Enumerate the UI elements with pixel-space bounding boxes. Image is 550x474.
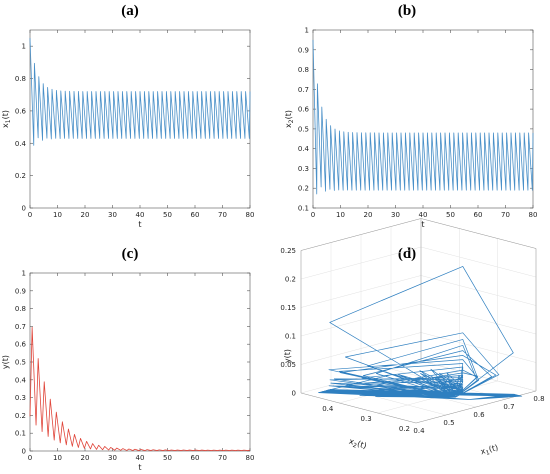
x-axis-label: t xyxy=(138,220,141,229)
x-tick-label: 60 xyxy=(191,211,200,219)
x2-axis-label: x2(t) xyxy=(347,437,367,453)
x2-tick-label: 0.2 xyxy=(399,425,410,433)
x-tick-label: 40 xyxy=(136,211,145,219)
y-tick-label: 0.8 xyxy=(15,75,26,83)
chart-d: 0.4 0.5 0.6 0.7 0.8 0.2 0.3 0.4 0 0.05 0.1 0.15 0.2 0… xyxy=(280,218,545,458)
y-tick-label: 0 xyxy=(22,205,26,213)
y-axis-label: x2(t) xyxy=(284,110,295,128)
x-tick-label: 10 xyxy=(53,211,62,219)
x-tick-label: 10 xyxy=(53,454,62,462)
z-axis-label: y(t) xyxy=(283,349,292,363)
x-tick-label: 30 xyxy=(391,211,400,219)
chart-a: 0 10 20 30 40 50 60 70 80 0 0.2 0.4 0.6 0.8 1 t x1(t) xyxy=(1,29,255,229)
x-tick-label: 10 xyxy=(336,211,345,219)
grid-line xyxy=(420,303,537,335)
y-tick-label: 0.6 xyxy=(298,106,310,114)
trajectory-line xyxy=(318,266,523,400)
grid-line xyxy=(420,332,537,363)
x-axis-label: t xyxy=(138,463,141,472)
y-tick-label: 0.5 xyxy=(15,359,26,367)
y-axis-label: x1(t) xyxy=(1,110,12,128)
y-tick-label: 0.4 xyxy=(15,140,27,148)
z-tick-label: 0.05 xyxy=(280,361,296,369)
series-line xyxy=(312,39,534,195)
y-tick-label: 0.3 xyxy=(298,165,309,173)
x-tick-label: 20 xyxy=(81,211,90,219)
x-tick-label: 70 xyxy=(501,211,510,219)
x-tick-label: 20 xyxy=(364,211,373,219)
y-tick-label: 0.9 xyxy=(298,46,309,54)
x1-tick-label: 0.6 xyxy=(473,411,485,419)
axis-edge xyxy=(300,392,417,424)
x-tick-label: 50 xyxy=(446,211,455,219)
z-tick-label: 0 xyxy=(292,390,296,398)
y-tick-label: 0.3 xyxy=(15,394,26,402)
x-tick-label: 40 xyxy=(136,454,145,462)
x-tick-label: 80 xyxy=(529,211,538,219)
y-tick-label: 0.2 xyxy=(15,172,26,180)
x-tick-label: 30 xyxy=(108,454,117,462)
axis-edge xyxy=(300,218,422,251)
y-tick-label: 0.5 xyxy=(298,125,309,133)
x2-tick-label: 0.3 xyxy=(361,415,372,423)
y-tick-label: 1 xyxy=(22,43,26,51)
x1-tick-label: 0.4 xyxy=(413,427,425,435)
series-line xyxy=(29,38,251,146)
y-tick-label: 0.2 xyxy=(298,185,309,193)
x-tick-label: 0 xyxy=(28,211,32,219)
panel-label-c: (c) xyxy=(122,246,139,262)
grid-line xyxy=(420,275,537,306)
y-tick-label: 0.4 xyxy=(298,145,310,153)
z-tick-label: 0.2 xyxy=(285,276,296,284)
x-tick-label: 50 xyxy=(163,454,172,462)
axis-edge xyxy=(420,218,537,249)
series-line xyxy=(29,326,251,451)
y-tick-label: 0.6 xyxy=(15,341,27,349)
x-tick-label: 20 xyxy=(81,454,90,462)
y-tick-label: 0 xyxy=(22,448,26,456)
z-tick-label: 0.25 xyxy=(280,247,296,255)
x-tick-label: 0 xyxy=(28,454,32,462)
y-tick-label: 0.2 xyxy=(15,412,26,420)
y-tick-label: 0.4 xyxy=(15,376,27,384)
y-tick-label: 1 xyxy=(22,270,26,278)
grid-line xyxy=(420,360,537,392)
x-tick-label: 60 xyxy=(191,454,200,462)
x-axis-label: t xyxy=(421,220,424,229)
z-tick-label: 0.15 xyxy=(280,304,296,312)
chart-c: 0 10 20 30 40 50 60 70 80 0 0.1 0.2 0.3 0.4 0.5 0.6 0.7 0… xyxy=(1,270,254,473)
x-tick-label: 0 xyxy=(311,211,315,219)
y-tick-label: 1 xyxy=(305,27,309,35)
z-tick-label: 0.1 xyxy=(285,333,296,341)
x-tick-label: 60 xyxy=(474,211,483,219)
x1-axis-label: x1(t) xyxy=(480,443,500,458)
y-tick-label: 0.1 xyxy=(15,430,26,438)
grid-line xyxy=(420,246,537,278)
x2-tick-label: 0.4 xyxy=(322,405,334,413)
x-tick-label: 80 xyxy=(246,211,255,219)
panel-label-b: (b) xyxy=(398,3,416,19)
x-tick-label: 70 xyxy=(218,211,227,219)
x-tick-label: 40 xyxy=(419,211,428,219)
panel-label-a: (a) xyxy=(121,3,139,19)
x1-tick-label: 0.5 xyxy=(443,419,454,427)
x-tick-label: 70 xyxy=(218,454,227,462)
y-tick-label: 0.7 xyxy=(15,323,26,331)
plot-frame xyxy=(312,29,534,209)
y-tick-label: 0.1 xyxy=(298,205,309,213)
x-tick-label: 30 xyxy=(108,211,117,219)
y-axis-label: y(t) xyxy=(1,355,10,369)
x-tick-label: 80 xyxy=(246,454,255,462)
x1-tick-label: 0.8 xyxy=(533,395,544,403)
y-tick-label: 0.8 xyxy=(298,66,309,74)
y-tick-label: 0.9 xyxy=(15,287,26,295)
y-tick-label: 0.8 xyxy=(15,305,26,313)
y-tick-label: 0.6 xyxy=(15,107,27,115)
y-tick-label: 0.7 xyxy=(298,86,309,94)
chart-b: 0 10 20 30 40 50 60 70 80 0.1 0.2 0.3 0.4 0.5 0.6 0.7 0.… xyxy=(284,27,537,230)
x1-tick-label: 0.7 xyxy=(503,403,514,411)
panel-label-d: (d) xyxy=(398,246,416,262)
x-tick-label: 50 xyxy=(163,211,172,219)
